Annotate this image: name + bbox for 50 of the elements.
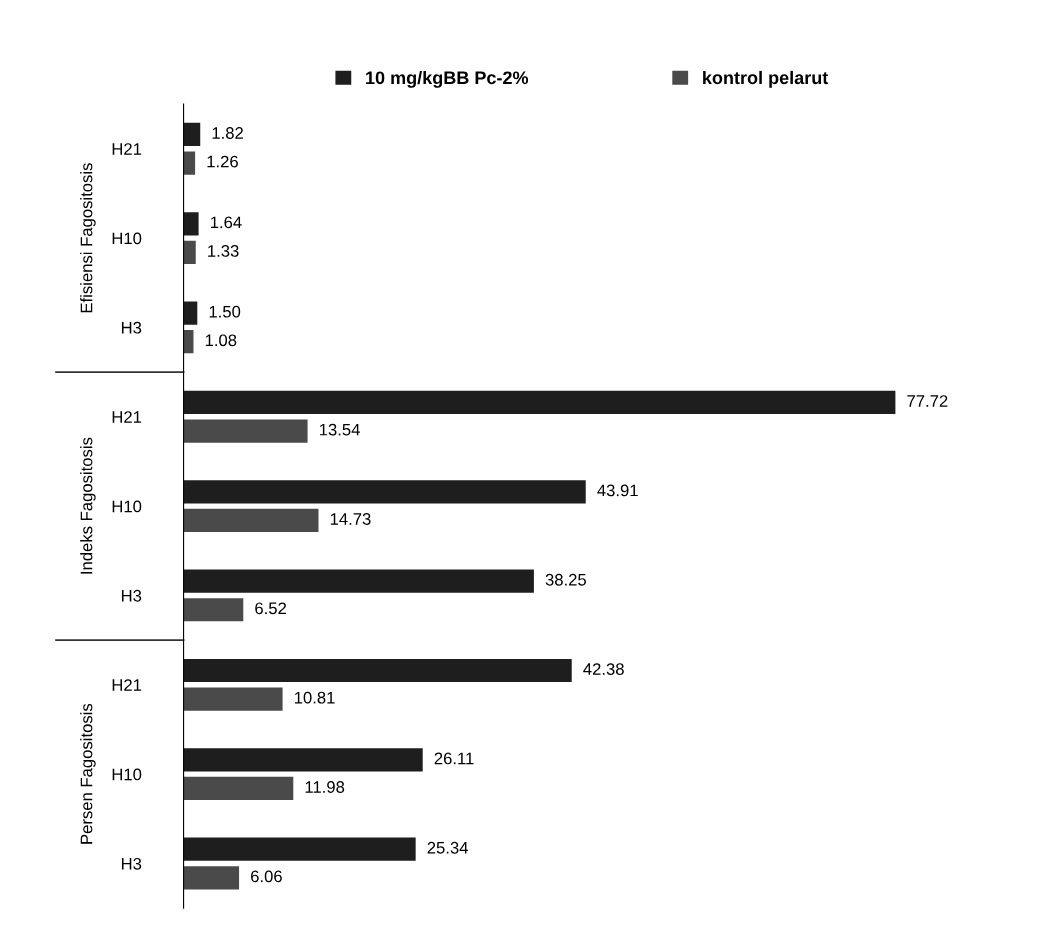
bar <box>183 866 240 890</box>
bar <box>183 748 423 772</box>
data-label: 1.26 <box>207 155 238 168</box>
y-tick-label: H3 <box>121 589 142 602</box>
data-label: 6.52 <box>255 602 286 615</box>
bar <box>183 212 199 236</box>
y-tick-label: H21 <box>112 679 142 691</box>
data-label: 11.98 <box>305 781 345 793</box>
text: Efisiensi Fagositosis <box>80 163 96 313</box>
bar <box>183 658 572 683</box>
data-label: 10.81 <box>294 691 335 704</box>
bar <box>183 151 196 175</box>
bar <box>183 419 308 443</box>
bar <box>183 390 896 415</box>
y-tick-label: H21 <box>112 143 142 155</box>
bar <box>183 240 196 264</box>
data-label: 13.54 <box>319 423 360 436</box>
legend-label: 10 mg/kgBB Pc-2% <box>366 70 529 88</box>
y-tick-label: H10 <box>112 500 142 513</box>
data-label: 1.08 <box>205 334 237 347</box>
bar <box>183 598 244 622</box>
data-label: 1.64 <box>210 216 242 229</box>
data-label: 43.91 <box>597 484 638 497</box>
bar <box>183 480 586 504</box>
text: Indeks Fagositosis <box>80 437 96 574</box>
data-label: 14.73 <box>330 513 371 525</box>
bar <box>183 301 198 325</box>
y-tick-label: H3 <box>121 857 142 870</box>
bar <box>183 569 534 593</box>
data-label: 1.82 <box>212 127 243 139</box>
y-tick-label: H10 <box>112 768 142 781</box>
data-label: 38.25 <box>545 573 587 586</box>
data-label: 6.06 <box>251 870 282 883</box>
data-label: 1.50 <box>209 305 241 318</box>
bar <box>183 122 201 147</box>
bar <box>183 687 283 711</box>
data-label: 1.33 <box>208 245 239 257</box>
y-tick-label: H10 <box>112 232 142 245</box>
bar <box>183 776 294 801</box>
bar <box>183 330 194 354</box>
data-label: 77.72 <box>907 395 948 407</box>
data-label: 26.11 <box>434 752 474 765</box>
bar <box>183 508 319 533</box>
legend-label: kontrol pelarut <box>703 70 829 88</box>
data-label: 25.34 <box>427 841 468 854</box>
y-tick-label: H21 <box>112 411 142 423</box>
data-label: 42.38 <box>583 663 624 675</box>
y-tick-label: H3 <box>121 321 142 334</box>
bar <box>183 837 416 861</box>
text: Persen Fagositosis <box>80 703 96 844</box>
